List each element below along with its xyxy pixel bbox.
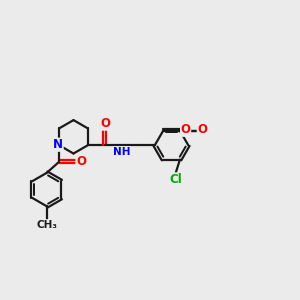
Text: O: O [76,155,86,168]
Text: O: O [181,123,190,136]
Text: Cl: Cl [169,173,182,186]
Text: O: O [197,123,207,136]
Text: N: N [53,138,63,151]
Text: O: O [100,117,110,130]
Text: CH₃: CH₃ [36,220,57,230]
Text: NH: NH [113,147,130,157]
